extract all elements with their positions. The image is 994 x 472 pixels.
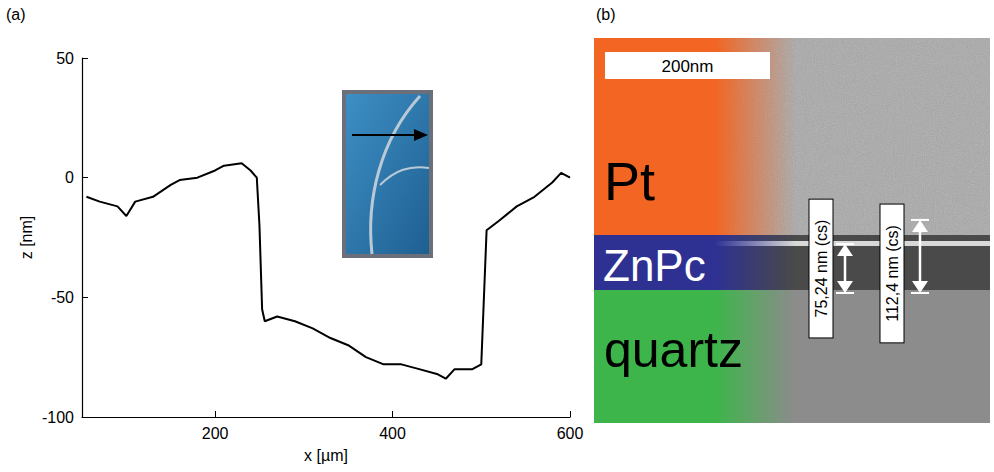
svg-text:-50: -50 <box>51 289 74 306</box>
svg-text:75,24 nm (cs): 75,24 nm (cs) <box>813 220 830 318</box>
svg-text:(a): (a) <box>6 6 26 23</box>
svg-text:(b): (b) <box>596 6 616 23</box>
svg-text:Pt: Pt <box>604 151 655 211</box>
svg-text:400: 400 <box>379 425 406 442</box>
svg-text:0: 0 <box>65 169 74 186</box>
svg-text:x [µm]: x [µm] <box>304 447 348 464</box>
svg-text:z [nm]: z [nm] <box>18 216 35 260</box>
svg-text:200nm: 200nm <box>662 57 714 76</box>
svg-text:ZnPc: ZnPc <box>603 241 706 290</box>
svg-text:600: 600 <box>557 425 584 442</box>
svg-text:112,4 nm (cs): 112,4 nm (cs) <box>884 225 901 322</box>
svg-text:200: 200 <box>202 425 229 442</box>
svg-text:quartz: quartz <box>604 322 743 378</box>
svg-text:50: 50 <box>56 50 74 67</box>
svg-text:-100: -100 <box>42 409 74 426</box>
